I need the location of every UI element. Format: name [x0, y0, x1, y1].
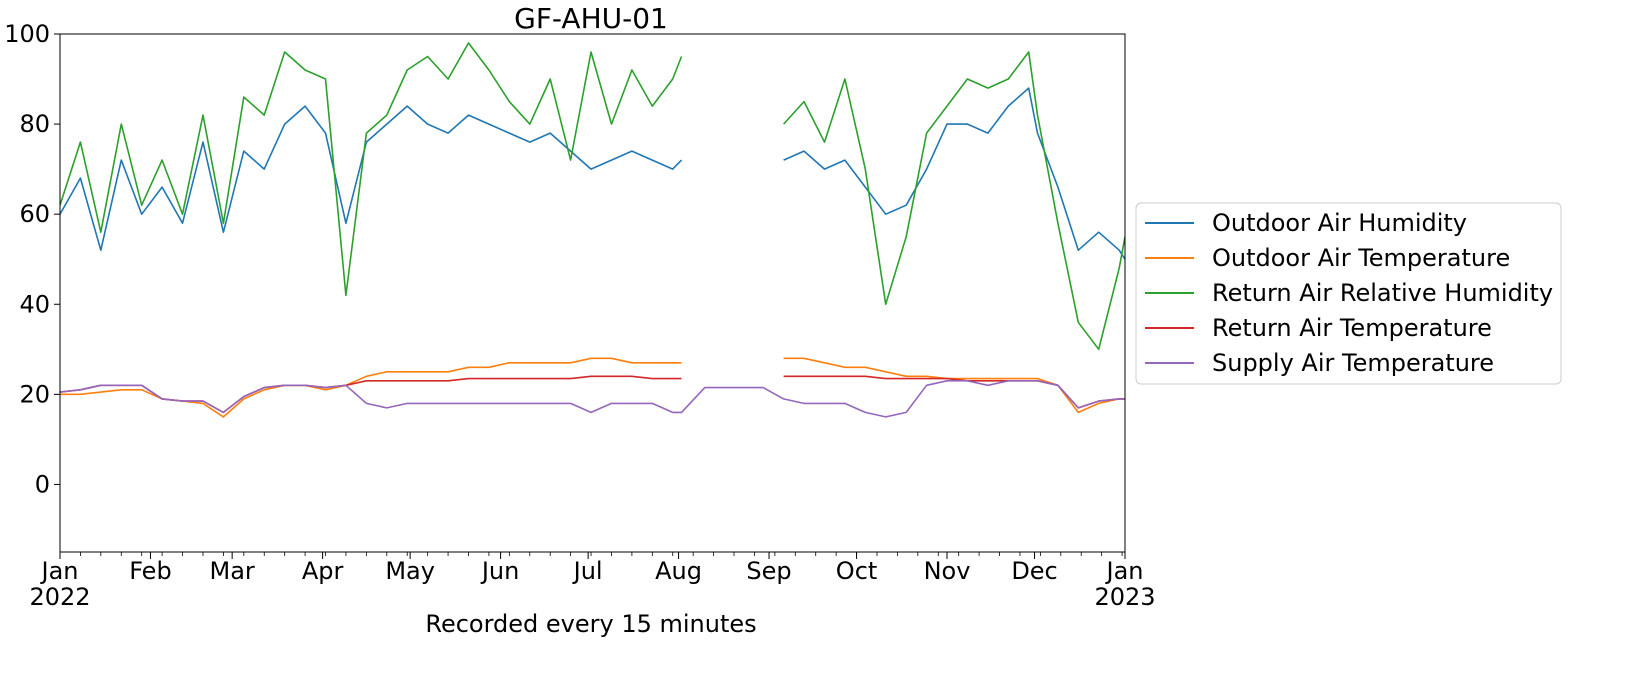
y-tick-label: 80	[19, 110, 50, 138]
legend-label: Outdoor Air Humidity	[1212, 209, 1467, 237]
x-tick-label: Nov	[924, 557, 971, 585]
x-tick-label: May	[385, 557, 435, 585]
legend-items: Outdoor Air Humidity Outdoor Air Temperat…	[1145, 209, 1553, 377]
legend-label: Return Air Relative Humidity	[1212, 279, 1553, 307]
y-tick-label: 20	[19, 380, 50, 408]
x-tick-label: Dec	[1011, 557, 1057, 585]
x-tick-sublabel: 2022	[29, 583, 90, 611]
legend: Outdoor Air Humidity Outdoor Air Temperat…	[1135, 202, 1562, 385]
x-tick-label: Jan	[1105, 557, 1144, 585]
y-tick-label: 40	[19, 290, 50, 318]
series-line-3	[60, 42, 1125, 351]
y-axis: 0 20 40 60 80 100	[4, 20, 60, 498]
plot-area	[59, 33, 1126, 553]
x-tick-label: Jun	[480, 557, 520, 585]
y-tick-label: 60	[19, 200, 50, 228]
legend-label: Outdoor Air Temperature	[1212, 244, 1510, 272]
x-tick-label: Jan	[40, 557, 79, 585]
x-axis-label: Recorded every 15 minutes	[425, 610, 756, 638]
plot-frame	[59, 33, 1126, 553]
series-line-1	[60, 87, 1125, 260]
series-line-4	[60, 375, 1125, 414]
y-tick-label: 0	[35, 470, 50, 498]
x-tick-label: Feb	[129, 557, 172, 585]
legend-frame	[1135, 202, 1562, 385]
series-line-2	[60, 357, 1125, 418]
x-tick-label: Jul	[572, 557, 603, 585]
legend-label: Supply Air Temperature	[1212, 349, 1494, 377]
series-layer	[60, 42, 1125, 418]
x-tick-sublabel: 2023	[1094, 583, 1155, 611]
chart-title: GF-AHU-01	[514, 2, 668, 35]
y-tick-label: 100	[4, 20, 50, 48]
x-tick-label: Sep	[746, 557, 791, 585]
x-tick-label: Mar	[210, 557, 255, 585]
legend-label: Return Air Temperature	[1212, 314, 1492, 342]
x-tick-label: Apr	[302, 557, 344, 585]
x-tick-label: Oct	[836, 557, 878, 585]
series-line-5	[60, 380, 1125, 418]
x-tick-label: Aug	[655, 557, 702, 585]
